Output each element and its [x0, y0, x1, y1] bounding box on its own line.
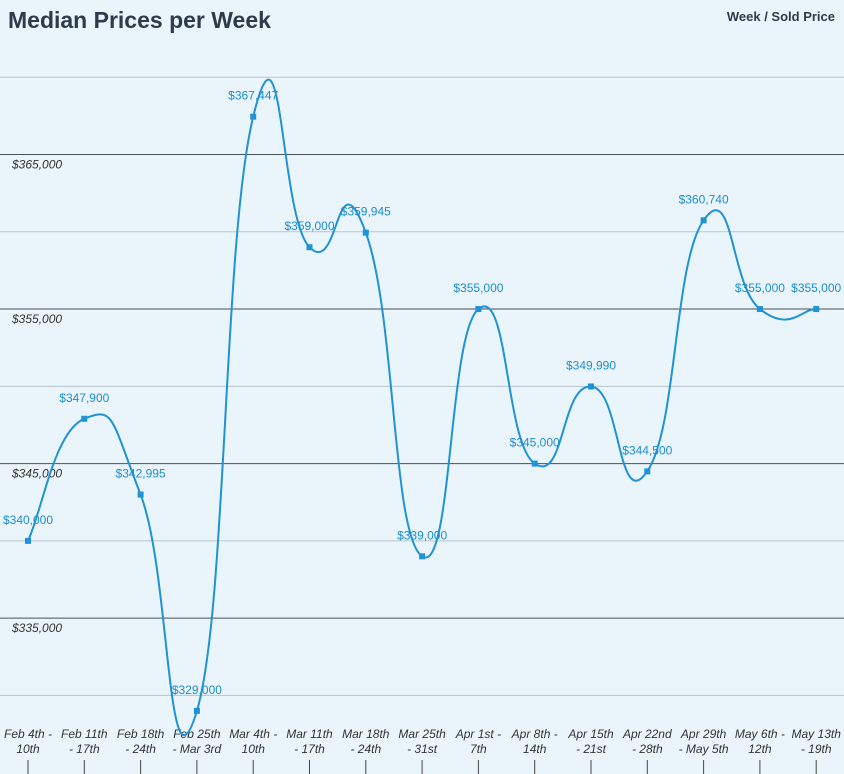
x-tick-label: Feb 11th - 17th	[61, 727, 108, 756]
data-label: $355,000	[453, 281, 503, 295]
data-label: $359,000	[284, 219, 334, 233]
x-tick-label: May 13th - 19th	[792, 727, 842, 756]
data-label: $345,000	[510, 436, 560, 450]
chart-title: Median Prices per Week	[8, 7, 271, 33]
grid-lines	[0, 76, 844, 696]
data-point[interactable]	[362, 229, 369, 236]
legend-label: Week / Sold Price	[726, 9, 835, 24]
data-label: $359,945	[341, 205, 391, 219]
data-label: $355,000	[735, 281, 785, 295]
data-label: $347,900	[59, 391, 109, 405]
x-tick-label: Mar 18th - 24th	[342, 727, 390, 756]
x-tick-label: Feb 4th -10th	[4, 727, 52, 756]
data-point[interactable]	[193, 707, 200, 714]
x-tick-label: Apr 29th - May 5th	[679, 727, 729, 756]
x-tick-label: Mar 25th - 31st	[398, 727, 446, 756]
x-tick-label: Apr 22nd - 28th	[622, 727, 672, 756]
y-axis-ticks: $335,000 $345,000 $355,000 $365,000	[11, 158, 62, 636]
x-tick-label: May 6th -12th	[735, 727, 785, 756]
x-tick-label: Mar 4th -10th	[229, 727, 277, 756]
data-point[interactable]	[813, 306, 820, 313]
data-point[interactable]	[81, 415, 88, 422]
data-label: $340,000	[3, 513, 53, 527]
series-line	[27, 78, 817, 736]
data-label: $329,000	[172, 683, 222, 697]
data-point[interactable]	[531, 460, 538, 467]
data-point[interactable]	[700, 217, 707, 224]
x-tick-label: Feb 18th - 24th	[117, 727, 165, 756]
data-point[interactable]	[644, 468, 651, 475]
data-points	[25, 113, 820, 714]
data-point[interactable]	[25, 537, 31, 544]
x-tick-label: Apr 1st -7th	[455, 727, 501, 756]
x-axis-ticks: Feb 4th -10th Feb 11th - 17th Feb 18th - 24t…	[4, 727, 841, 774]
y-tick-label: $365,000	[11, 158, 62, 172]
data-labels: $340,000 $347,900 $342,995 $329,000 $367,447…	[3, 89, 842, 697]
y-tick-label: $335,000	[11, 621, 62, 635]
x-tick-label: Feb 25th - Mar 3rd	[173, 727, 222, 756]
data-label: $360,740	[679, 192, 729, 206]
data-point[interactable]	[475, 306, 482, 313]
y-tick-label: $355,000	[11, 312, 62, 326]
data-point[interactable]	[756, 306, 763, 313]
y-tick-label: $345,000	[11, 467, 62, 481]
x-tick-label: Apr 8th -14th	[511, 727, 558, 756]
data-label: $344,500	[622, 443, 672, 457]
data-label: $355,000	[791, 281, 841, 295]
x-tick-label: Apr 15th - 21st	[567, 727, 614, 756]
data-label: $339,000	[397, 528, 447, 542]
data-point[interactable]	[419, 553, 426, 560]
data-label: $367,447	[228, 89, 278, 103]
data-point[interactable]	[306, 244, 313, 251]
data-label: $342,995	[116, 467, 166, 481]
data-label: $349,990	[566, 358, 616, 372]
data-point[interactable]	[137, 491, 144, 498]
data-point[interactable]	[250, 113, 257, 120]
data-point[interactable]	[588, 383, 594, 390]
x-tick-label: Mar 11th - 17th	[286, 727, 333, 756]
